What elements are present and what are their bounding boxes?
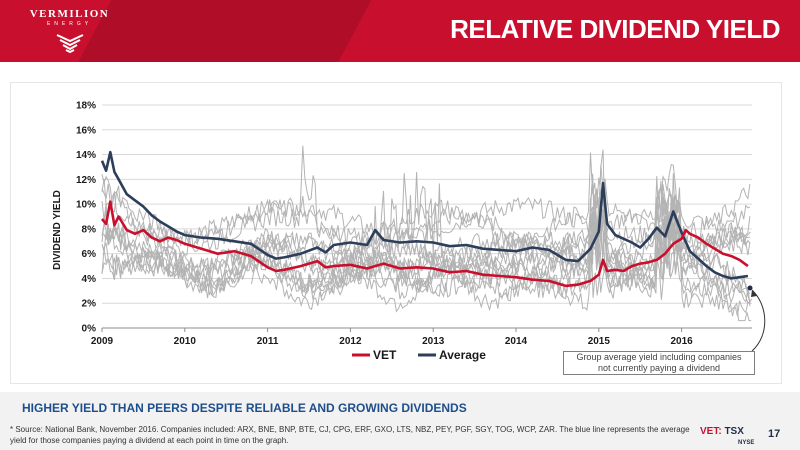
ticker-nyse: NYSE [738,440,755,446]
y-tick-label: 12% [76,175,96,186]
company-logo: VERMILION ENERGY [22,6,117,58]
average-endpoint-marker [747,285,753,291]
x-tick-label: 2011 [257,336,279,347]
page-number: 17 [768,428,781,440]
legend-label-average: Average [439,348,486,362]
y-tick-label: 2% [82,299,97,310]
y-axis-title: DIVIDEND YIELD [52,190,63,270]
x-tick-label: 2009 [91,336,114,347]
legend: VET Average [352,348,486,362]
header-banner: VERMILION ENERGY RELATIVE DIVIDEND YIELD [0,0,800,62]
x-tick-label: 2012 [339,336,362,347]
x-tick-label: 2010 [174,336,197,347]
x-tick-label: 2016 [670,336,693,347]
series-line-vet [101,200,749,288]
x-tick-label: 2015 [588,336,611,347]
ticker-tsx: TSX [724,426,744,437]
y-tick-label: 0% [82,324,97,335]
y-tick-label: 14% [76,150,96,161]
series-layer [100,150,749,288]
footer-bar [0,392,800,450]
axis-layer: 0% 2% 4% 6% 8% 10% 12% 14% 16% 18% 2009 2010 2011 201… [76,101,693,348]
logo-brand-text: VERMILION [29,8,110,20]
legend-label-vet: VET [373,348,397,362]
peer-lines-layer [101,145,753,322]
logo-sub-text: ENERGY [46,21,93,27]
page-title: RELATIVE DIVIDEND YIELD [450,14,780,44]
y-tick-label: 10% [76,200,96,211]
ticker-symbol: VET: TSX [700,426,744,437]
y-tick-label: 16% [76,125,96,136]
callout-line-1: Group average yield including companies [576,352,742,362]
source-footnote: * Source: National Bank, November 2016. … [10,425,690,445]
y-tick-label: 18% [76,101,96,112]
footer-tagline: HIGHER YIELD THAN PEERS DESPITE RELIABLE… [22,401,467,415]
callout-arrowhead-icon [751,290,757,297]
callout-line-2: not currently paying a dividend [597,363,721,373]
x-tick-label: 2014 [505,336,528,347]
y-tick-label: 6% [82,249,97,260]
annotation-callout: Group average yield including companies … [563,351,755,375]
grid-layer [102,104,752,329]
series-line-average [100,150,749,280]
ticker-vet: VET: [700,426,722,437]
callout-arrow [751,289,766,352]
x-tick-label: 2013 [422,336,445,347]
peer-series-line [101,171,751,302]
y-tick-label: 8% [82,224,97,235]
y-tick-label: 4% [82,274,97,285]
logo-mark-icon [56,34,84,54]
peer-series-line [101,188,750,299]
